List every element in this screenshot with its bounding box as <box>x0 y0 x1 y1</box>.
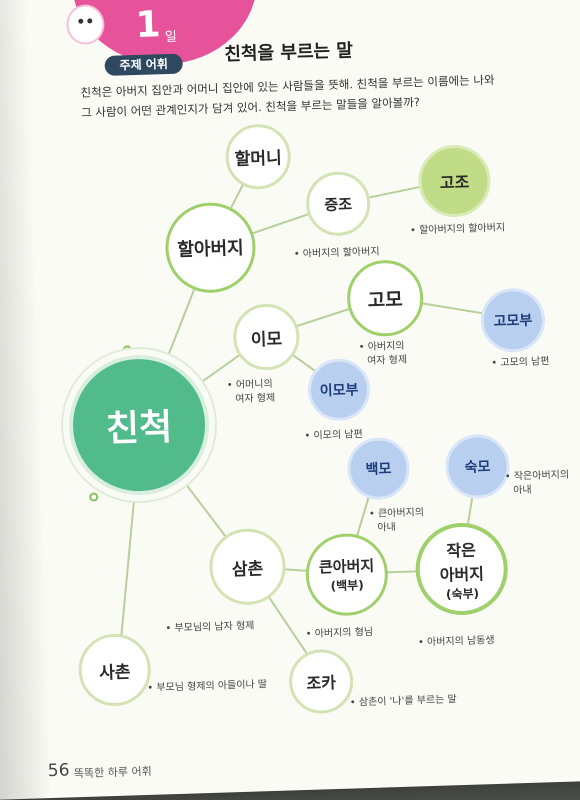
note-baekmo-line-2: 아내 <box>377 522 396 534</box>
note-sukmo-line-2: 아내 <box>513 484 532 497</box>
keunabeoji-sub: (백부) <box>330 578 364 594</box>
note-sukmo: • 작은아버지의 아내 <box>505 469 570 499</box>
jageun-line-2: 아버지 <box>439 563 485 585</box>
note-gomo: • 아버지의 여자 형제 <box>358 340 408 369</box>
note-imobu: • 이모의 남편 <box>304 429 363 442</box>
note-imo-line-2: 여자 형제 <box>235 392 276 406</box>
note-jeungjo: • 아버지의 할아버지 <box>293 246 380 261</box>
note-imo: • 어머니의 여자 형제 <box>227 378 276 407</box>
note-gomobu: • 고모의 남편 <box>491 356 550 369</box>
note-gomo-line-2: 여자 형제 <box>366 354 408 367</box>
jageun-sub: (숙부) <box>445 585 480 602</box>
note-imo-line-1: • 어머니의 <box>226 378 273 392</box>
note-sukmo-line-1: • 작은아버지의 <box>504 469 570 483</box>
page-number: 56 <box>47 760 70 782</box>
jageun-line-1: 작은 <box>446 540 477 560</box>
note-gojo: • 할아버지의 할아버지 <box>409 222 506 237</box>
note-gomo-line-1: • 아버지의 <box>358 340 405 354</box>
note-baekmo: • 큰아버지의 아내 <box>369 506 425 536</box>
note-keunabeoji: • 아버지의 형님 <box>305 626 374 640</box>
note-baekmo-line-1: • 큰아버지의 <box>368 507 425 520</box>
keunabeoji-label: 큰아버지 <box>318 556 375 577</box>
note-samchon: • 부모님의 남자 형제 <box>165 620 255 635</box>
note-jageun-abeoji: • 아버지의 남동생 <box>417 635 495 649</box>
book-title: 똑똑한 하루 어휘 <box>73 764 152 781</box>
